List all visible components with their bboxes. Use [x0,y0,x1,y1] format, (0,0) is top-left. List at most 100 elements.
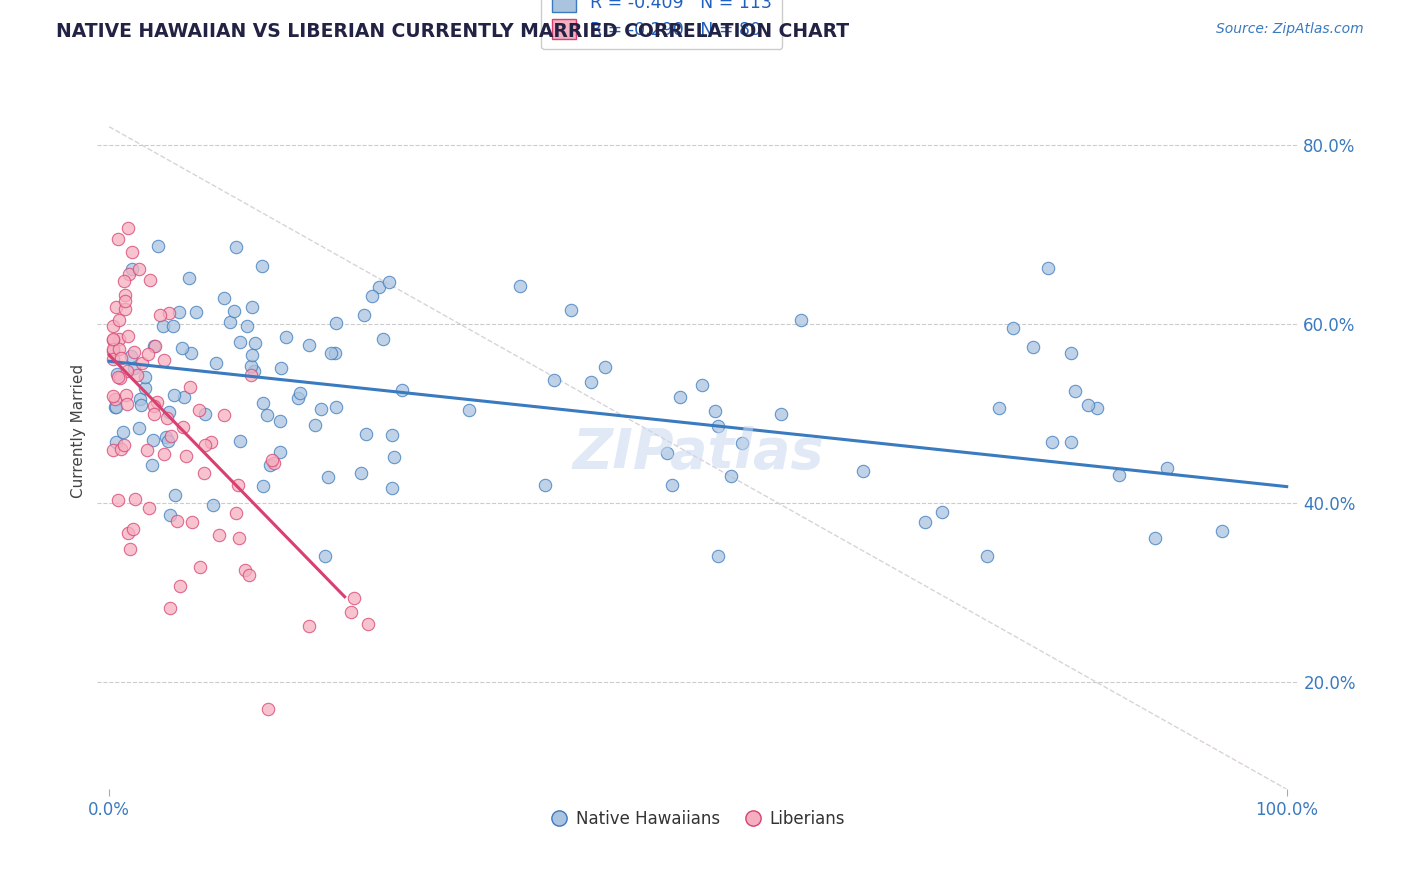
Point [163,387,186,401]
Point [259,458,281,472]
Point [208,528,231,542]
Point [107,370,129,384]
Point [1022,340,1045,354]
Point [194,438,217,452]
Point [104,400,127,414]
Point [269,445,291,459]
Point [118,268,141,282]
Point [298,338,321,352]
Point [579,376,602,390]
Point [225,240,247,254]
Point [200,434,222,449]
Point [381,482,404,496]
Point [391,383,413,397]
Text: Source: ZipAtlas.com: Source: ZipAtlas.com [1216,22,1364,37]
Point [233,563,256,577]
Point [104,392,127,406]
Point [115,397,138,411]
Point [661,478,683,492]
Point [101,332,124,346]
Point [669,390,692,404]
Point [316,470,339,484]
Point [143,339,166,353]
Point [128,262,150,277]
Point [1211,524,1233,538]
Point [543,373,565,387]
Point [169,578,191,592]
Point [228,531,250,545]
Point [139,273,162,287]
Point [212,408,235,422]
Point [179,380,201,394]
Point [138,500,160,515]
Point [852,464,875,478]
Point [159,508,181,523]
Point [181,515,204,529]
Point [205,356,228,370]
Point [101,342,124,356]
Point [122,522,145,536]
Point [226,478,249,492]
Point [311,401,333,416]
Point [790,312,813,326]
Point [706,419,728,434]
Point [152,447,174,461]
Point [224,304,246,318]
Point [114,302,136,317]
Point [354,426,377,441]
Point [239,368,262,382]
Y-axis label: Currently Married: Currently Married [72,364,86,498]
Point [319,346,342,360]
Point [120,349,142,363]
Point [166,514,188,528]
Point [115,388,138,402]
Point [931,505,953,519]
Point [117,220,139,235]
Point [125,368,148,383]
Point [720,469,742,483]
Point [157,404,180,418]
Point [121,261,143,276]
Point [731,436,754,450]
Point [914,516,936,530]
Point [143,407,166,421]
Point [236,319,259,334]
Point [378,275,401,289]
Point [157,306,180,320]
Point [1085,401,1108,415]
Point [1002,321,1025,335]
Point [704,404,727,418]
Point [457,403,479,417]
Point [361,289,384,303]
Point [238,568,260,582]
Point [134,369,156,384]
Point [1077,398,1099,412]
Point [655,446,678,460]
Point [240,359,263,373]
Point [157,434,180,448]
Point [128,420,150,434]
Point [142,400,165,414]
Point [987,401,1010,415]
Point [112,438,135,452]
Point [114,294,136,309]
Point [131,356,153,370]
Point [108,370,131,384]
Point [269,414,291,428]
Point [101,344,124,359]
Point [128,392,150,407]
Point [240,300,263,314]
Point [152,353,174,368]
Point [219,315,242,329]
Point [976,549,998,564]
Point [595,359,617,374]
Point [108,313,131,327]
Point [101,318,124,333]
Point [381,428,404,442]
Point [1036,260,1059,275]
Point [155,430,177,444]
Point [509,279,531,293]
Point [134,381,156,395]
Point [111,425,134,439]
Point [160,429,183,443]
